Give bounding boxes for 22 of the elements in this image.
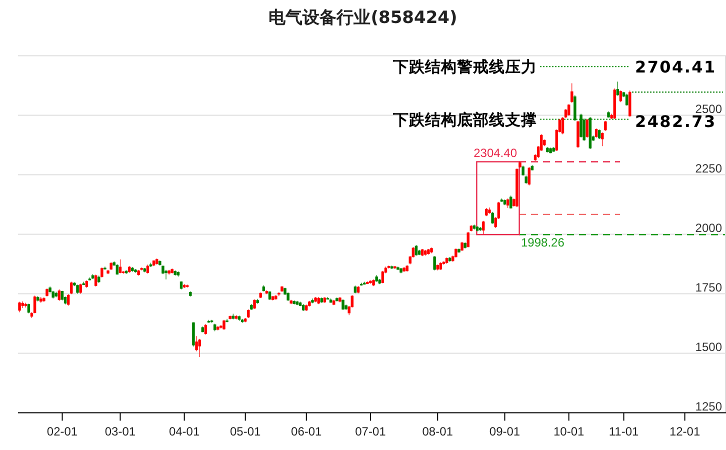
x-tick-label: 04-01 <box>168 424 200 439</box>
x-tick-label: 09-01 <box>489 424 520 439</box>
ref-line-label: 1998.26 <box>521 236 565 250</box>
ref-line-label: 下跌结构警戒线压力 <box>392 58 537 76</box>
y-tick-label: 1500 <box>695 340 722 354</box>
x-tick-label: 06-01 <box>291 424 322 439</box>
annotation: 2704.41 <box>635 57 716 76</box>
x-tick-label: 12-01 <box>669 424 700 439</box>
x-tick-label: 08-01 <box>422 424 454 439</box>
y-tick-label: 2000 <box>695 221 722 236</box>
y-tick-label: 2250 <box>695 162 722 176</box>
y-tick-label: 1250 <box>695 400 722 414</box>
x-tick-label: 10-01 <box>553 424 584 439</box>
x-tick-label: 02-01 <box>46 424 78 439</box>
ref-line-label: 2304.40 <box>474 146 518 160</box>
chart-title: 电气设备行业(858424) <box>268 8 458 28</box>
x-tick-label: 11-01 <box>608 424 639 439</box>
x-tick-label: 07-01 <box>355 424 386 439</box>
x-tick-label: 05-01 <box>230 424 262 439</box>
ref-line-label: 下跌结构底部线支撑 <box>392 110 537 129</box>
x-tick-label: 03-01 <box>104 424 136 439</box>
y-tick-label: 1750 <box>695 280 722 295</box>
